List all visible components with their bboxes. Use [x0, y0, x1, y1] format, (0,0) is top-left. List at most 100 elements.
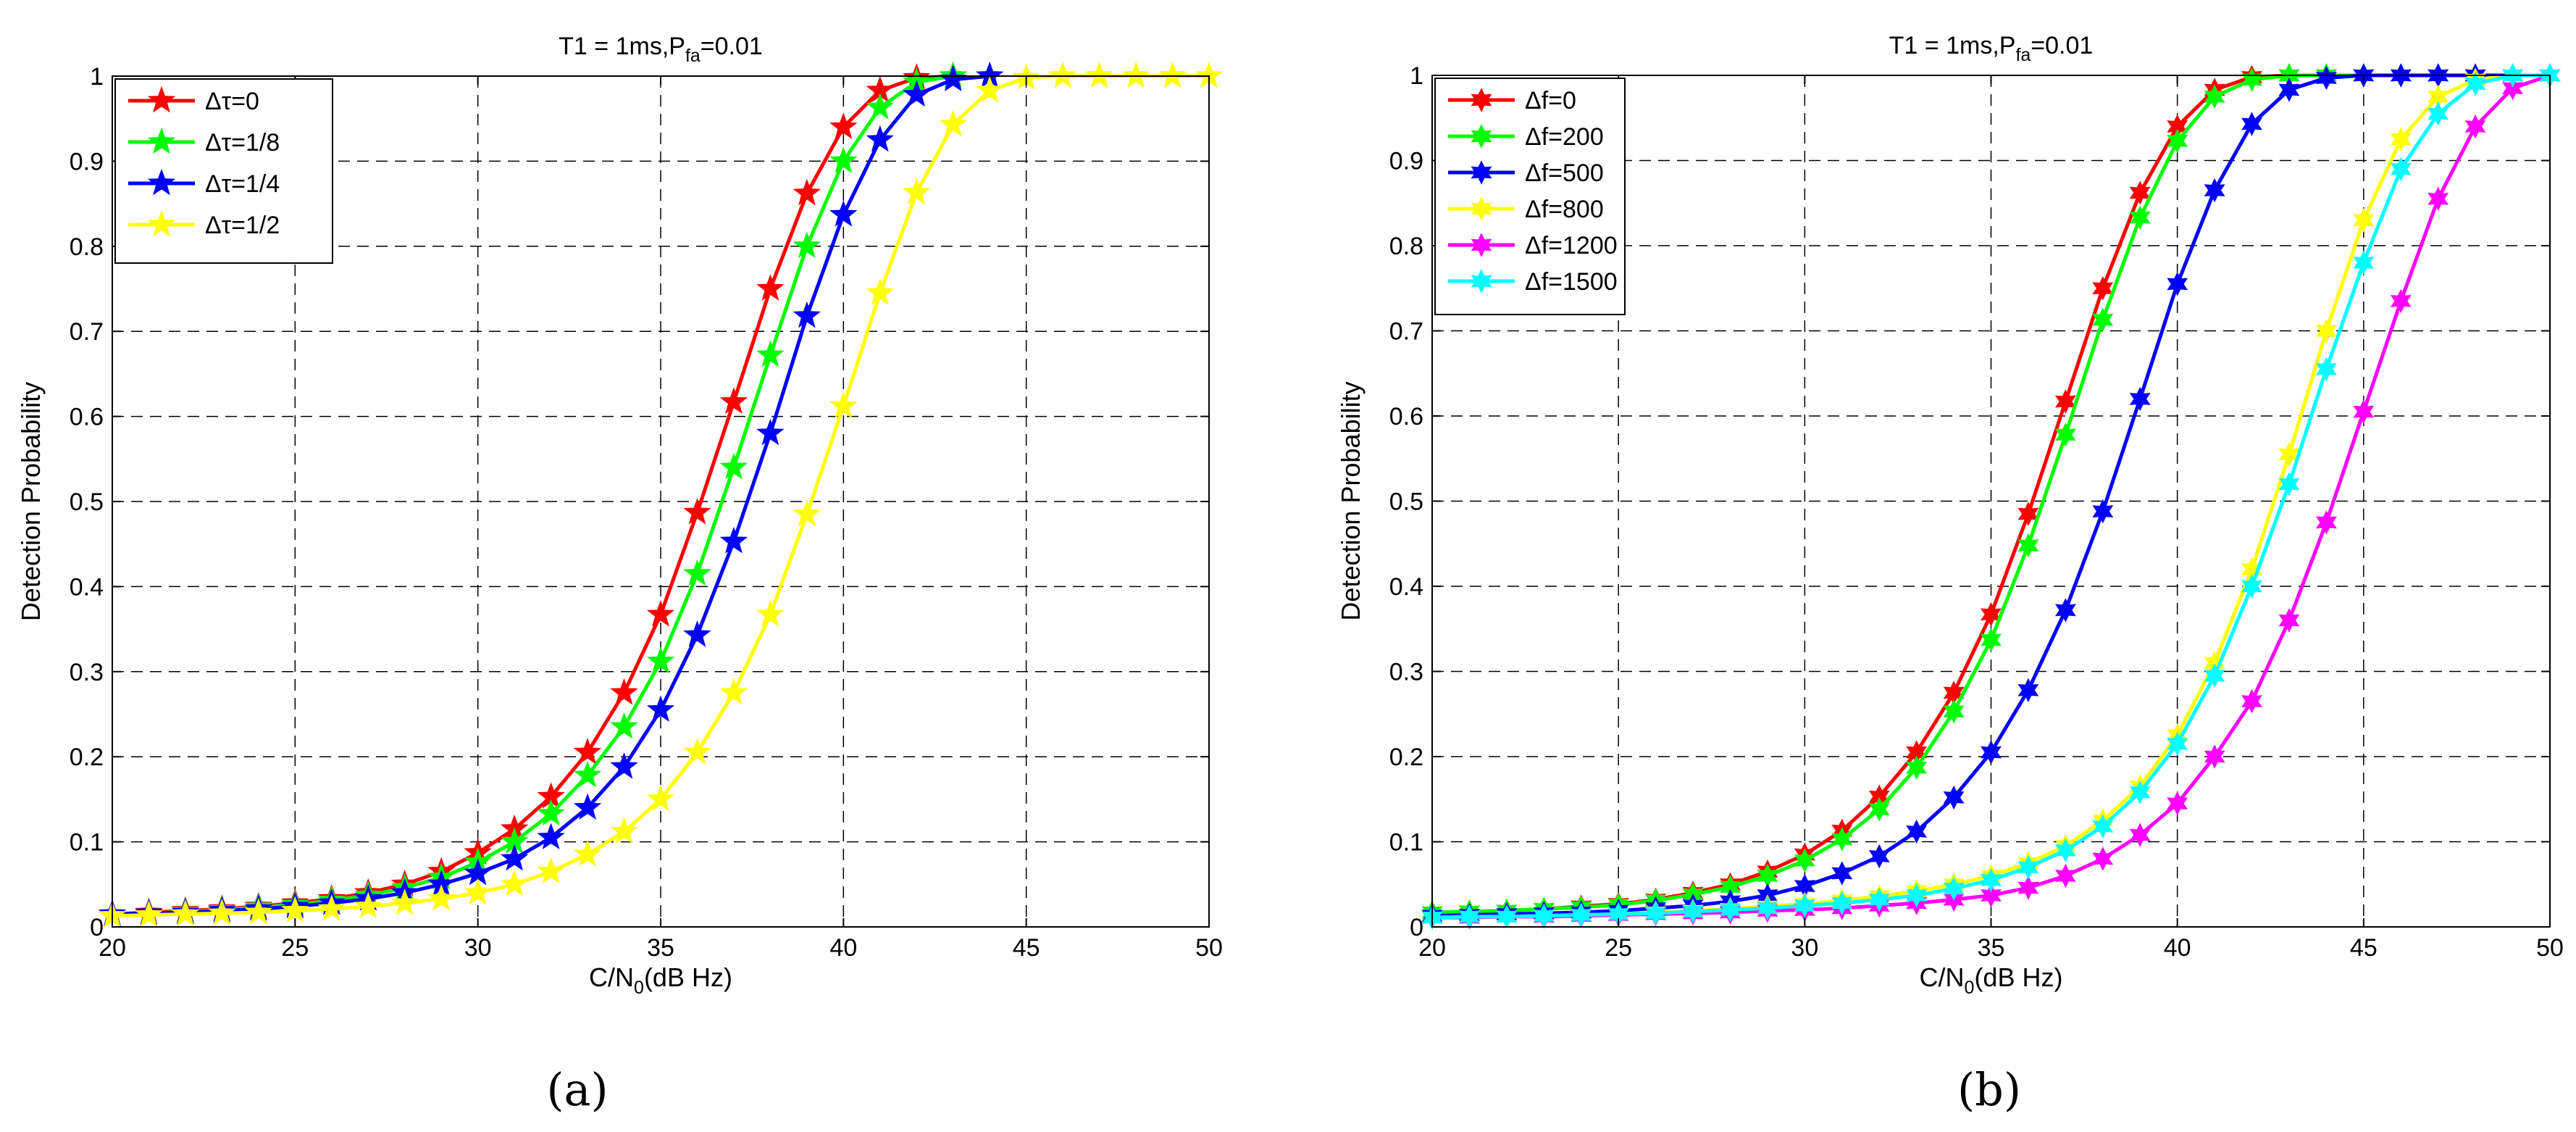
legend-label: Δτ=1/4: [205, 170, 280, 198]
data-point: [1048, 61, 1077, 88]
legend-marker: [1471, 124, 1492, 149]
data-point: [866, 278, 894, 305]
legend-item: Δτ=1/8: [128, 127, 280, 157]
legend-marker: [1471, 160, 1492, 185]
legend-item: Δf=800: [1448, 196, 1604, 223]
x-tick-label: 35: [647, 934, 674, 962]
data-point: [1682, 899, 1704, 924]
data-point: [1757, 896, 1778, 920]
y-tick-label: 0.4: [70, 573, 104, 601]
data-point: [719, 387, 748, 414]
data-point: [2204, 744, 2225, 769]
data-point: [2092, 814, 2114, 838]
data-point: [2390, 288, 2412, 314]
legend-label: Δf=200: [1525, 123, 1604, 151]
data-point: [2502, 75, 2524, 101]
y-tick-label: 0: [90, 914, 104, 941]
legend-label-main: Δf=1200: [1525, 232, 1618, 259]
caption-a: (a): [546, 1063, 608, 1116]
data-point: [1981, 628, 2002, 652]
data-point: [2017, 855, 2039, 880]
data-point: [793, 301, 821, 328]
x-tick-label: 20: [99, 934, 126, 962]
legend-label: Δτ=1/8: [205, 129, 280, 157]
legend-item: Δf=200: [1448, 123, 1604, 151]
data-point: [2054, 598, 2076, 623]
data-point: [1981, 883, 2002, 908]
data-point: [2167, 128, 2188, 154]
legend-label-main: Δf=200: [1525, 123, 1604, 151]
legend-label-main: Δτ=1/8: [205, 129, 280, 157]
data-point: [1645, 901, 1667, 925]
data-point: [2129, 780, 2151, 804]
y-tick-label: 0.1: [70, 829, 104, 857]
data-point: [756, 599, 785, 627]
legend-label-main: Δf=800: [1525, 196, 1604, 223]
x-tick-label: 30: [1791, 934, 1818, 962]
data-point: [2129, 205, 2151, 230]
data-point: [2278, 78, 2300, 102]
legend-label-main: Δf=500: [1525, 159, 1604, 187]
data-point: [2353, 399, 2375, 424]
data-point: [1981, 602, 2002, 627]
data-point: [2092, 307, 2114, 332]
x-tick-label: 20: [1418, 934, 1446, 962]
data-point: [500, 844, 529, 871]
data-point: [2315, 357, 2337, 382]
data-point: [646, 646, 675, 674]
data-point: [2353, 250, 2375, 275]
legend: Δτ=0 Δτ=1/8 Δτ=1/4 Δτ=1/2: [114, 78, 333, 264]
data-point: [903, 178, 931, 205]
x-tick-label: 25: [281, 934, 309, 962]
data-point: [2129, 823, 2151, 847]
legend-label: Δf=1200: [1525, 232, 1618, 259]
data-point: [646, 784, 675, 812]
y-tick-label: 0.9: [70, 148, 104, 175]
legend-label-main: Δf=1500: [1525, 268, 1618, 296]
x-tick-label: 50: [2536, 934, 2564, 962]
data-point: [610, 678, 638, 705]
y-tick-label: 0.8: [70, 233, 104, 261]
y-tick-label: 0.2: [1389, 744, 1423, 771]
data-point: [537, 823, 565, 850]
data-point: [1868, 887, 1890, 912]
legend-label: Δτ=0: [205, 88, 259, 115]
legend-marker: [147, 127, 176, 154]
data-point: [2241, 67, 2262, 92]
legend: Δf=0 Δf=200 Δf=500 Δf=800 Δf=1200 Δf=1500: [1434, 78, 1626, 315]
chart-title-suffix: =0.01: [2031, 32, 2093, 59]
legend-item: Δf=1500: [1448, 268, 1618, 296]
data-point: [2390, 157, 2412, 181]
data-point: [2129, 386, 2151, 412]
data-point: [2017, 533, 2039, 558]
data-point: [683, 498, 711, 525]
x-axis-label-subscript: 0: [1965, 978, 1975, 998]
data-point: [2353, 208, 2375, 233]
data-point: [2017, 875, 2039, 900]
data-point: [2390, 127, 2412, 151]
data-point: [573, 738, 602, 765]
data-point: [683, 738, 711, 765]
legend-marker: [147, 209, 176, 237]
data-point: [208, 899, 236, 925]
data-point: [976, 75, 1004, 103]
y-tick-label: 1: [90, 63, 104, 91]
data-point: [646, 695, 675, 722]
data-point: [866, 93, 894, 120]
data-point: [829, 146, 858, 173]
data-point: [829, 112, 858, 139]
data-point: [573, 840, 602, 867]
data-point: [1981, 740, 2002, 765]
y-axis-label: Detection Probability: [1336, 381, 1366, 620]
data-point: [2129, 180, 2151, 205]
data-point: [2167, 791, 2188, 816]
data-point: [500, 870, 529, 896]
data-point: [1868, 844, 1890, 869]
data-point: [317, 894, 346, 921]
legend-marker: [1471, 196, 1492, 221]
legend-marker: [1471, 233, 1492, 257]
data-point: [1158, 61, 1187, 88]
y-tick-label: 0.3: [70, 659, 104, 686]
data-point: [2315, 65, 2337, 91]
legend-label-main: Δf=0: [1525, 87, 1576, 115]
